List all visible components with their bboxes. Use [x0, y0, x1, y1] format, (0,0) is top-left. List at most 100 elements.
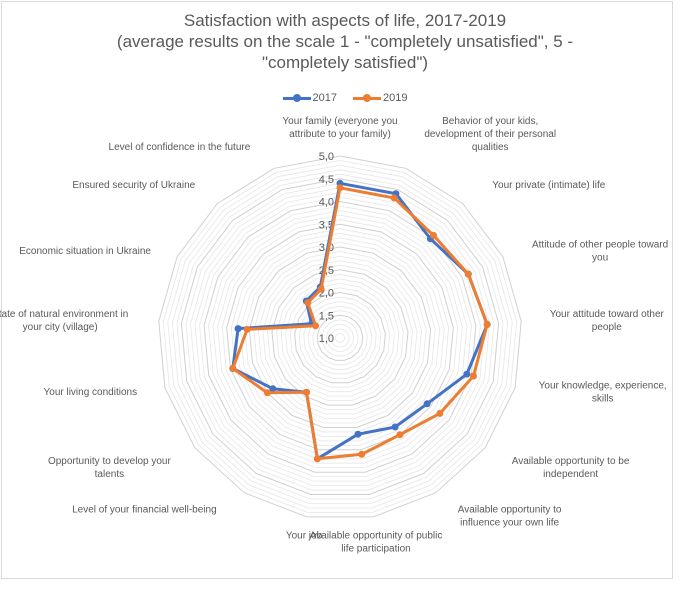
gridline [253, 251, 427, 424]
gridline [267, 264, 413, 411]
category-label-line: Economic situation in Ukraine [19, 246, 151, 257]
axis-tick-label: 1,0 [319, 333, 334, 345]
gridline [221, 219, 459, 455]
category-label-line: Your attitude toward other [550, 309, 665, 320]
data-point-2019 [229, 365, 237, 372]
gridline [235, 232, 445, 442]
gridline [294, 291, 386, 384]
data-point-2019 [304, 299, 312, 307]
axis-tick-label: 4,0 [319, 197, 334, 209]
category-label: Available opportunity to be independent [512, 456, 630, 480]
data-point-2019 [303, 388, 310, 396]
category-label-line: qualities [472, 142, 509, 153]
category-label-line: Available opportunity to [458, 505, 562, 516]
category-label-line: influence your own life [460, 518, 559, 529]
chart-title-line-2: (average results on the scale 1 - "compl… [116, 32, 574, 51]
data-point-2019 [483, 320, 491, 328]
gridline [325, 323, 355, 352]
data-point-2017 [354, 430, 362, 438]
legend-label-2017: 2017 [312, 92, 337, 104]
legend-marker-2017-icon [282, 93, 311, 103]
category-label-line: people [592, 322, 622, 333]
chart-title-line-3: "completely satisfied") [261, 53, 429, 72]
legend-marker-2019-icon [353, 93, 381, 103]
gridline [167, 164, 513, 509]
data-point-2019 [313, 455, 321, 463]
category-label: Behavior of your kids, development of the… [424, 116, 556, 153]
category-label: Available opportunity of public life part… [310, 531, 443, 555]
data-point-2019 [312, 322, 320, 330]
gridline [316, 314, 364, 361]
category-label: Your family (everyone you attribute to yo… [282, 116, 397, 140]
gridline [180, 178, 500, 495]
data-point-2019 [430, 231, 437, 239]
data-point-2017 [463, 370, 471, 378]
data-point-2019 [396, 431, 404, 439]
category-label-line: State of natural environment in [0, 309, 128, 320]
category-label-line: independent [543, 469, 598, 480]
gridline [171, 169, 509, 504]
category-label-line: development of their personal [424, 129, 556, 140]
category-label-line: Behavior of your kids, [442, 116, 538, 127]
gridline [176, 173, 504, 500]
series-line-2019 [231, 186, 489, 461]
category-label-line: Your job [286, 531, 323, 542]
data-point-2019 [263, 389, 271, 397]
data-point-2019 [436, 409, 444, 417]
category-label-line: Your knowledge, experience, [539, 381, 667, 392]
gridline [208, 205, 472, 469]
gridline [217, 214, 463, 460]
data-point-2017 [234, 325, 242, 333]
category-label: Level of your financial well-being [72, 505, 217, 516]
gridline [162, 160, 518, 513]
gridline [276, 273, 404, 402]
gridline [289, 287, 391, 388]
gridline [158, 155, 522, 518]
category-label-line: Available opportunity to be [512, 456, 630, 467]
category-label: Your knowledge, experience, skills [539, 381, 667, 405]
gridline [226, 223, 454, 451]
gridline [239, 237, 441, 437]
category-label-line: Level of confidence in the future [109, 142, 251, 153]
gridline [330, 328, 350, 348]
category-label: Economic situation in Ukraine [19, 246, 151, 257]
category-label-line: skills [592, 394, 614, 405]
category-label-line: Attitude of other people toward [532, 240, 668, 251]
category-label-line: Opportunity to develop your [48, 456, 172, 467]
gridline [285, 282, 395, 393]
axis-tick-label: 4,5 [319, 174, 334, 186]
legend: 2017 2019 [0, 92, 690, 104]
gridline [321, 319, 359, 357]
data-point-2019 [243, 325, 251, 333]
data-point-2017 [423, 400, 431, 408]
gridline [303, 301, 377, 375]
axis-tick-label: 5,0 [319, 151, 334, 163]
gridline [212, 210, 468, 464]
category-label-line: Ensured security of Ukraine [72, 180, 195, 191]
gridline [203, 200, 477, 473]
gridline [190, 187, 490, 487]
category-label: Your private (intimate) life [492, 180, 605, 191]
series-line-2017 [231, 181, 489, 461]
gridline [262, 260, 418, 415]
axis-tick-label: 1,5 [319, 310, 334, 322]
gridline [194, 191, 486, 482]
legend-label-2019: 2019 [383, 92, 408, 104]
category-label: Ensured security of Ukraine [72, 180, 195, 191]
legend-item-2017[interactable]: 2017 [282, 92, 337, 104]
legend-item-2019[interactable]: 2019 [353, 92, 407, 104]
category-label-line: Your private (intimate) life [492, 180, 605, 191]
category-label-line: you [592, 253, 608, 264]
data-point-2019 [470, 372, 477, 380]
category-label: Your job [286, 531, 323, 542]
category-label-line: life participation [341, 544, 410, 555]
category-label-line: attribute to your family) [289, 129, 391, 140]
category-label-line: your city (village) [23, 322, 98, 333]
gridline [335, 332, 345, 343]
data-point-2019 [317, 285, 325, 293]
category-label-line: Level of your financial well-being [72, 505, 217, 516]
gridline [244, 241, 436, 433]
category-label: Available opportunity to influence your o… [458, 505, 562, 529]
data-point-2019 [464, 270, 472, 278]
